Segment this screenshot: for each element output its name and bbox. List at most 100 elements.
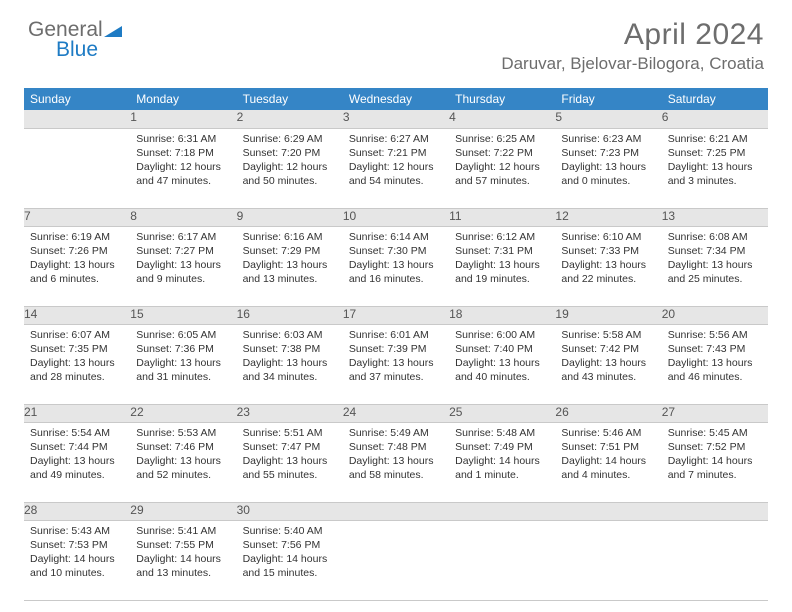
day-cell: Sunrise: 6:07 AMSunset: 7:35 PMDaylight:… <box>24 324 130 404</box>
day-content: Sunrise: 5:45 AMSunset: 7:52 PMDaylight:… <box>662 423 768 489</box>
day-cell: Sunrise: 5:40 AMSunset: 7:56 PMDaylight:… <box>237 520 343 600</box>
sunset-text: Sunset: 7:38 PM <box>243 342 337 356</box>
day-number: 28 <box>24 502 130 520</box>
sunrise-text: Sunrise: 6:27 AM <box>349 132 443 146</box>
day-number: 12 <box>555 208 661 226</box>
sunset-text: Sunset: 7:34 PM <box>668 244 762 258</box>
day-cell: Sunrise: 6:03 AMSunset: 7:38 PMDaylight:… <box>237 324 343 404</box>
daylight2-text: and 9 minutes. <box>136 272 230 286</box>
daylight1-text: Daylight: 13 hours <box>668 160 762 174</box>
day-content: Sunrise: 6:12 AMSunset: 7:31 PMDaylight:… <box>449 227 555 293</box>
sunrise-text: Sunrise: 6:08 AM <box>668 230 762 244</box>
week-row: Sunrise: 6:07 AMSunset: 7:35 PMDaylight:… <box>24 324 768 404</box>
day-number: 22 <box>130 404 236 422</box>
daylight1-text: Daylight: 13 hours <box>30 258 124 272</box>
daylight2-text: and 28 minutes. <box>30 370 124 384</box>
sunset-text: Sunset: 7:23 PM <box>561 146 655 160</box>
daylight1-text: Daylight: 13 hours <box>136 258 230 272</box>
sunset-text: Sunset: 7:42 PM <box>561 342 655 356</box>
sunset-text: Sunset: 7:20 PM <box>243 146 337 160</box>
day-number: 19 <box>555 306 661 324</box>
day-cell: Sunrise: 5:46 AMSunset: 7:51 PMDaylight:… <box>555 422 661 502</box>
day-content: Sunrise: 6:31 AMSunset: 7:18 PMDaylight:… <box>130 129 236 195</box>
sunrise-text: Sunrise: 6:25 AM <box>455 132 549 146</box>
day-content: Sunrise: 6:05 AMSunset: 7:36 PMDaylight:… <box>130 325 236 391</box>
sunrise-text: Sunrise: 6:00 AM <box>455 328 549 342</box>
day-cell: Sunrise: 6:25 AMSunset: 7:22 PMDaylight:… <box>449 128 555 208</box>
sunset-text: Sunset: 7:21 PM <box>349 146 443 160</box>
daylight2-text: and 7 minutes. <box>668 468 762 482</box>
daylight2-text: and 55 minutes. <box>243 468 337 482</box>
daylight1-text: Daylight: 13 hours <box>30 356 124 370</box>
day-number: 7 <box>24 208 130 226</box>
daylight1-text: Daylight: 13 hours <box>349 258 443 272</box>
day-cell: Sunrise: 5:58 AMSunset: 7:42 PMDaylight:… <box>555 324 661 404</box>
daynum-row: 21222324252627 <box>24 404 768 422</box>
day-content: Sunrise: 6:17 AMSunset: 7:27 PMDaylight:… <box>130 227 236 293</box>
daylight1-text: Daylight: 13 hours <box>561 356 655 370</box>
daylight2-text: and 46 minutes. <box>668 370 762 384</box>
sunset-text: Sunset: 7:56 PM <box>243 538 337 552</box>
day-number: 13 <box>662 208 768 226</box>
sunset-text: Sunset: 7:25 PM <box>668 146 762 160</box>
sunrise-text: Sunrise: 5:43 AM <box>30 524 124 538</box>
sunrise-text: Sunrise: 5:49 AM <box>349 426 443 440</box>
daylight1-text: Daylight: 14 hours <box>30 552 124 566</box>
day-cell: Sunrise: 6:23 AMSunset: 7:23 PMDaylight:… <box>555 128 661 208</box>
sunrise-text: Sunrise: 5:46 AM <box>561 426 655 440</box>
daylight1-text: Daylight: 13 hours <box>349 356 443 370</box>
day-content: Sunrise: 6:00 AMSunset: 7:40 PMDaylight:… <box>449 325 555 391</box>
sunset-text: Sunset: 7:48 PM <box>349 440 443 454</box>
weekday-header-row: Sunday Monday Tuesday Wednesday Thursday… <box>24 88 768 110</box>
week-row: Sunrise: 6:19 AMSunset: 7:26 PMDaylight:… <box>24 226 768 306</box>
sunrise-text: Sunrise: 6:21 AM <box>668 132 762 146</box>
day-content: Sunrise: 6:19 AMSunset: 7:26 PMDaylight:… <box>24 227 130 293</box>
daylight1-text: Daylight: 13 hours <box>668 258 762 272</box>
daylight2-text: and 13 minutes. <box>243 272 337 286</box>
day-content: Sunrise: 5:40 AMSunset: 7:56 PMDaylight:… <box>237 521 343 587</box>
month-title: April 2024 <box>501 18 764 52</box>
daylight2-text: and 54 minutes. <box>349 174 443 188</box>
sunrise-text: Sunrise: 6:12 AM <box>455 230 549 244</box>
day-number: 3 <box>343 110 449 128</box>
day-number: 1 <box>130 110 236 128</box>
daylight2-text: and 31 minutes. <box>136 370 230 384</box>
sunset-text: Sunset: 7:36 PM <box>136 342 230 356</box>
daylight1-text: Daylight: 13 hours <box>561 160 655 174</box>
day-cell: Sunrise: 6:10 AMSunset: 7:33 PMDaylight:… <box>555 226 661 306</box>
day-number: 11 <box>449 208 555 226</box>
daynum-row: 14151617181920 <box>24 306 768 324</box>
day-number: 26 <box>555 404 661 422</box>
day-cell: Sunrise: 6:08 AMSunset: 7:34 PMDaylight:… <box>662 226 768 306</box>
header: General Blue April 2024 Daruvar, Bjelova… <box>0 0 792 82</box>
day-content: Sunrise: 6:08 AMSunset: 7:34 PMDaylight:… <box>662 227 768 293</box>
day-cell: Sunrise: 6:31 AMSunset: 7:18 PMDaylight:… <box>130 128 236 208</box>
day-number: 4 <box>449 110 555 128</box>
daynum-row: 78910111213 <box>24 208 768 226</box>
day-content: Sunrise: 6:10 AMSunset: 7:33 PMDaylight:… <box>555 227 661 293</box>
daylight2-text: and 37 minutes. <box>349 370 443 384</box>
daylight1-text: Daylight: 14 hours <box>561 454 655 468</box>
day-content: Sunrise: 5:48 AMSunset: 7:49 PMDaylight:… <box>449 423 555 489</box>
sunrise-text: Sunrise: 6:14 AM <box>349 230 443 244</box>
day-cell: Sunrise: 6:00 AMSunset: 7:40 PMDaylight:… <box>449 324 555 404</box>
day-number: 17 <box>343 306 449 324</box>
daylight2-text: and 49 minutes. <box>30 468 124 482</box>
sunset-text: Sunset: 7:18 PM <box>136 146 230 160</box>
daylight1-text: Daylight: 12 hours <box>455 160 549 174</box>
daylight1-text: Daylight: 13 hours <box>455 258 549 272</box>
sunset-text: Sunset: 7:47 PM <box>243 440 337 454</box>
daylight1-text: Daylight: 14 hours <box>455 454 549 468</box>
sunset-text: Sunset: 7:46 PM <box>136 440 230 454</box>
day-cell: Sunrise: 5:51 AMSunset: 7:47 PMDaylight:… <box>237 422 343 502</box>
weekday-header: Saturday <box>662 88 768 110</box>
daylight1-text: Daylight: 13 hours <box>136 356 230 370</box>
sunrise-text: Sunrise: 6:19 AM <box>30 230 124 244</box>
daylight2-text: and 1 minute. <box>455 468 549 482</box>
day-content: Sunrise: 6:29 AMSunset: 7:20 PMDaylight:… <box>237 129 343 195</box>
day-cell <box>555 520 661 600</box>
sunrise-text: Sunrise: 6:10 AM <box>561 230 655 244</box>
daylight2-text: and 50 minutes. <box>243 174 337 188</box>
daylight2-text: and 4 minutes. <box>561 468 655 482</box>
day-cell: Sunrise: 6:19 AMSunset: 7:26 PMDaylight:… <box>24 226 130 306</box>
